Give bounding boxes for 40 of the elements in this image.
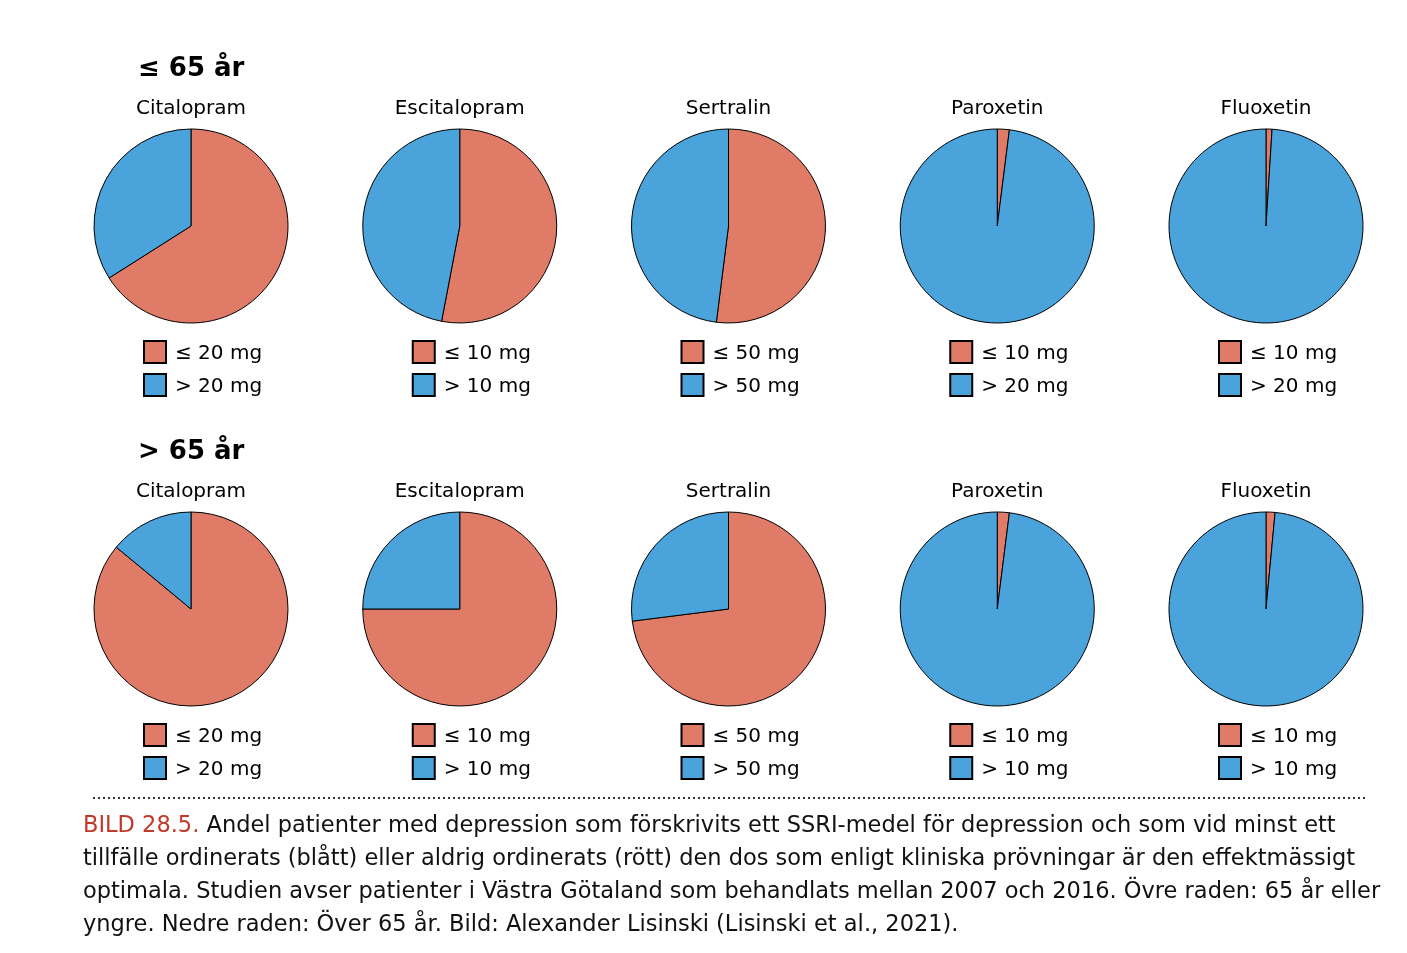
chart-title: Escitalopram (394, 95, 525, 119)
legend-label: > 10 mg (443, 756, 531, 780)
legend-label: ≤ 20 mg (175, 340, 263, 364)
chart-title: Paroxetin (951, 95, 1044, 119)
legend-label: > 10 mg (443, 373, 531, 397)
legend-label: ≤ 20 mg (175, 723, 263, 747)
chart-title: Citalopram (135, 95, 247, 119)
pie-slice (1168, 128, 1364, 324)
chart-title: Citalopram (135, 478, 247, 502)
legend-label: ≤ 10 mg (443, 340, 531, 364)
legend-label: ≤ 10 mg (981, 340, 1069, 364)
chart-title: Fluoxetin (1220, 95, 1312, 119)
pie-slice (899, 511, 1095, 707)
legend-label: ≤ 10 mg (981, 723, 1069, 747)
legend-label: > 20 mg (175, 756, 263, 780)
chart-title: Fluoxetin (1220, 478, 1312, 502)
legend-label: > 20 mg (981, 373, 1069, 397)
legend-label: ≤ 10 mg (1250, 723, 1338, 747)
chart-title: Sertralin (685, 478, 772, 502)
pie-slice (1168, 511, 1364, 707)
legend-label: > 50 mg (712, 373, 800, 397)
pie-slice (899, 128, 1095, 324)
legend-label: ≤ 50 mg (712, 723, 800, 747)
legend-label: > 10 mg (981, 756, 1069, 780)
pie-slice (93, 511, 289, 707)
legend-label: > 20 mg (175, 373, 263, 397)
legend-label: ≤ 10 mg (1250, 340, 1338, 364)
text: BILD 28.5. (83, 811, 200, 837)
legend-label: ≤ 10 mg (443, 723, 531, 747)
pie-slice (631, 511, 826, 707)
legend-label: > 50 mg (712, 756, 800, 780)
pie-slice (362, 511, 558, 707)
legend-label: > 10 mg (1250, 756, 1338, 780)
legend-label: ≤ 50 mg (712, 340, 800, 364)
legend-label: > 20 mg (1250, 373, 1338, 397)
chart-title: Sertralin (685, 95, 772, 119)
text: > 65 år (138, 434, 245, 465)
chart-title: Paroxetin (951, 478, 1044, 502)
chart-title: Escitalopram (394, 478, 525, 502)
text: ≤ 65 år (138, 51, 245, 82)
